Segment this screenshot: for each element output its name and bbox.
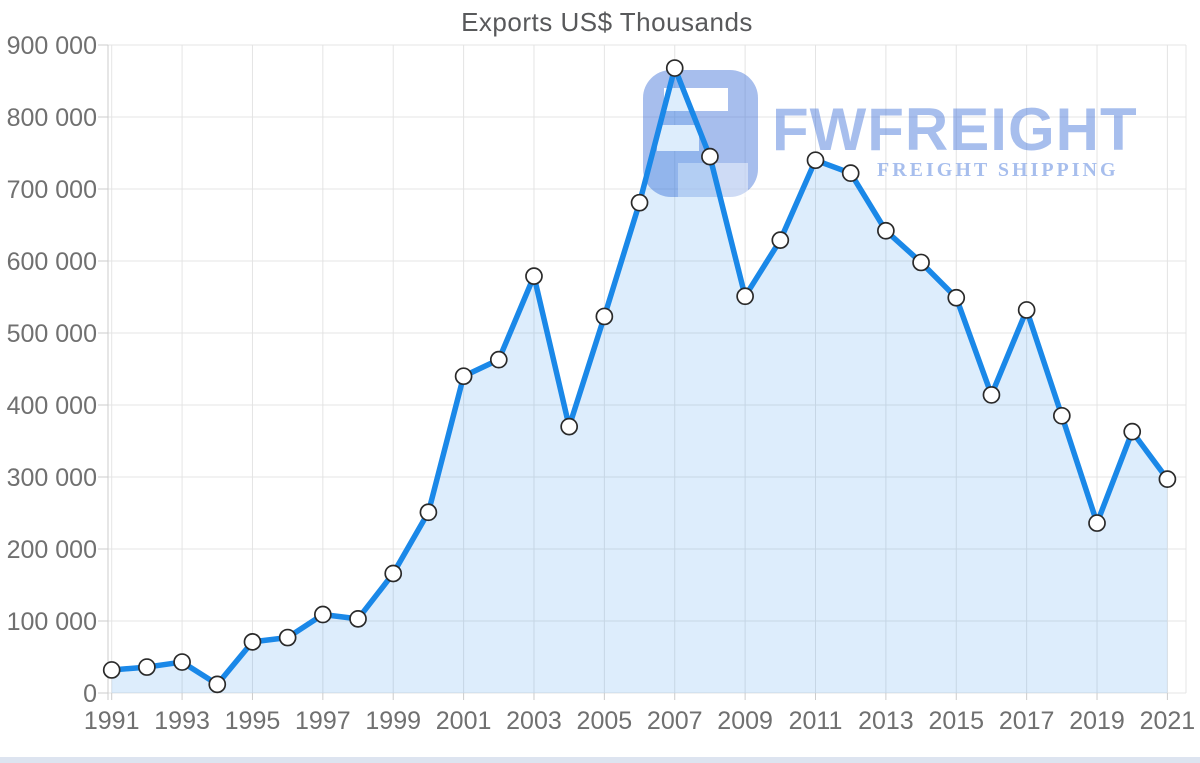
x-tick-label: 2009 [717,707,773,735]
data-point-2000[interactable] [419,503,438,522]
data-point-1994[interactable] [208,675,227,694]
x-tick-label: 1991 [84,707,140,735]
data-point-2015[interactable] [947,288,966,307]
watermark-tagline-text: FREIGHT SHIPPING [877,159,1119,181]
data-point-2001[interactable] [454,367,473,386]
data-point-2006[interactable] [630,193,649,212]
series-layer [102,59,1177,694]
data-point-1992[interactable] [138,658,156,676]
data-point-2007[interactable] [665,59,684,77]
y-tick-label: 0 [83,680,97,708]
x-tick-label: 2017 [999,707,1055,735]
data-point-2020[interactable] [1123,422,1142,441]
y-tick-label: 900 000 [7,32,97,60]
data-point-2013[interactable] [877,221,895,240]
x-tick-label: 1995 [225,707,281,735]
data-point-2019[interactable] [1088,514,1106,532]
axis-labels-layer: 0 100 000 200 000 300 000 400 000 500 000 600 … [7,32,1196,735]
data-point-2010[interactable] [771,231,790,249]
data-point-2018[interactable] [1052,406,1071,425]
x-tick-label: 2021 [1140,707,1196,735]
x-tick-label: 1997 [295,707,351,735]
data-point-2017[interactable] [1017,301,1036,319]
y-tick-label: 100 000 [7,608,97,636]
logo-icon-notch-top [664,88,728,111]
data-point-1995[interactable] [243,633,262,651]
data-point-1998[interactable] [349,609,367,628]
y-tick-label: 600 000 [7,248,97,276]
x-tick-label: 1993 [154,707,210,735]
data-point-1999[interactable] [384,564,403,583]
x-tick-label: 2005 [577,707,633,735]
chart-title: Exports US$ Thousands [461,7,753,37]
x-tick-label: 1999 [365,707,421,735]
bottom-strip [0,757,1200,763]
y-tick-label: 400 000 [7,392,97,420]
data-point-1993[interactable] [173,653,191,671]
x-tick-label: 2011 [789,707,843,735]
y-tick-label: 700 000 [7,176,97,204]
data-point-2005[interactable] [595,307,614,326]
data-point-2002[interactable] [489,350,508,369]
data-point-2008[interactable] [701,147,719,166]
data-point-2009[interactable] [736,287,754,306]
gridlines-layer [98,44,1187,700]
data-point-2021[interactable] [1158,470,1177,489]
data-point-2016[interactable] [982,386,1001,404]
data-point-2003[interactable] [525,267,543,285]
data-point-1996[interactable] [278,628,297,647]
x-tick-label: 2015 [928,707,984,735]
data-point-2011[interactable] [806,151,825,170]
x-tick-label: 2001 [436,707,492,735]
logo-icon-notch-mid [657,125,699,151]
y-tick-label: 800 000 [7,104,97,132]
watermark-brand-text: FWFREIGHT [772,96,1138,163]
y-tick-label: 300 000 [7,464,97,492]
data-point-2014[interactable] [912,253,930,272]
data-point-1997[interactable] [313,605,332,624]
x-tick-label: 2013 [858,707,914,735]
data-point-2004[interactable] [560,417,579,436]
area-fill [111,68,1168,694]
x-tick-label: 2019 [1069,707,1125,735]
y-tick-label: 200 000 [7,536,97,564]
data-point-1991[interactable] [102,661,121,679]
data-point-2012[interactable] [841,164,860,183]
x-tick-label: 2003 [506,707,562,735]
y-tick-label: 500 000 [7,320,97,348]
x-tick-label: 2007 [647,707,703,735]
